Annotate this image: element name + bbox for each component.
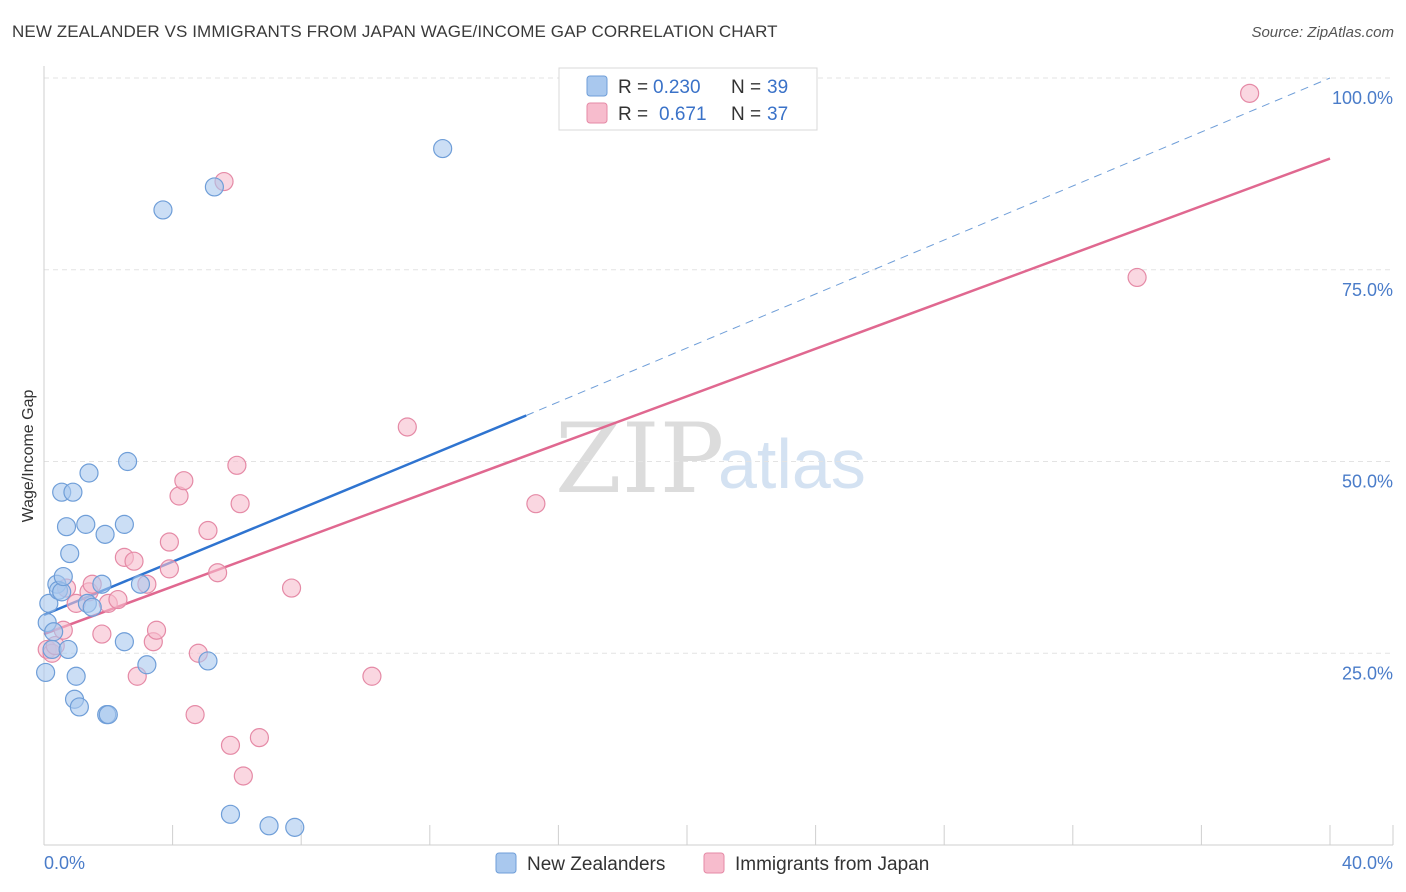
point-immigrants-japan <box>108 589 128 610</box>
y-tick-label: 25.0% <box>1342 663 1393 683</box>
point-new-zealanders <box>92 574 112 594</box>
point-new-zealanders <box>137 655 157 675</box>
point-new-zealanders <box>153 200 173 220</box>
legend-n-value: 37 <box>767 104 788 125</box>
point-new-zealanders <box>285 817 305 837</box>
point-immigrants-japan <box>249 728 270 748</box>
point-new-zealanders <box>130 574 151 594</box>
y-tick-labels: 25.0% 50.0% 75.0% 100.0% <box>1332 88 1393 683</box>
x-tick-labels: 0.0% 40.0% <box>44 853 1393 873</box>
point-immigrants-japan <box>397 417 417 437</box>
point-immigrants-japan <box>146 620 167 640</box>
correlation-legend: R = 0.230 N = 39 R = 0.671 N = 37 <box>558 67 818 131</box>
point-new-zealanders <box>42 639 62 660</box>
watermark-zip: ZIP <box>555 403 724 515</box>
point-new-zealanders <box>63 482 83 502</box>
point-immigrants-japan <box>230 494 250 514</box>
trend-line-extension-new-zealanders <box>526 77 1331 416</box>
point-new-zealanders <box>66 666 86 686</box>
series-legend: New Zealanders Immigrants from Japan <box>495 852 929 875</box>
y-axis-label: Wage/Income Gap <box>20 390 37 523</box>
trend-lines <box>43 77 1331 636</box>
legend-swatch-immigrants-japan <box>586 102 608 124</box>
point-new-zealanders <box>259 816 279 836</box>
series-legend-swatch-new-zealanders <box>495 852 517 874</box>
point-new-zealanders <box>76 514 96 534</box>
trend-line-new-zealanders <box>43 414 527 617</box>
source-credit: Source: ZipAtlas.com <box>1251 24 1394 41</box>
x-tick-label: 40.0% <box>1342 853 1393 873</box>
data-points <box>36 83 1260 837</box>
point-new-zealanders <box>114 514 134 534</box>
point-immigrants-japan <box>159 532 179 552</box>
legend-n-value: 39 <box>767 77 788 98</box>
point-new-zealanders <box>53 566 73 587</box>
y-tick-label: 50.0% <box>1342 472 1393 492</box>
x-tick-label: 0.0% <box>44 853 85 873</box>
point-immigrants-japan <box>1240 83 1260 103</box>
point-new-zealanders <box>60 543 80 564</box>
point-new-zealanders <box>44 622 64 642</box>
legend-n-label: N = <box>731 104 761 125</box>
point-new-zealanders <box>82 597 102 617</box>
point-immigrants-japan <box>92 624 112 644</box>
trend-line-immigrants-japan <box>43 157 1331 636</box>
point-immigrants-japan <box>362 666 382 686</box>
series-legend-swatch-immigrants-japan <box>703 852 725 874</box>
series-legend-label: New Zealanders <box>527 854 665 875</box>
legend-r-label: R = <box>618 104 648 125</box>
point-immigrants-japan <box>227 455 247 475</box>
point-new-zealanders <box>69 697 89 717</box>
y-tick-label: 75.0% <box>1342 280 1393 300</box>
point-immigrants-japan <box>220 735 241 755</box>
point-immigrants-japan <box>124 551 144 571</box>
point-immigrants-japan <box>198 520 218 541</box>
point-new-zealanders <box>36 662 56 683</box>
y-tick-label: 100.0% <box>1332 88 1393 108</box>
point-new-zealanders <box>56 517 77 537</box>
legend-r-value: 0.671 <box>659 104 707 125</box>
legend-n-label: N = <box>731 77 761 98</box>
point-immigrants-japan <box>208 563 228 583</box>
point-immigrants-japan <box>281 578 302 598</box>
point-new-zealanders <box>39 593 59 613</box>
point-immigrants-japan <box>233 766 253 786</box>
legend-r-label: R = <box>618 77 648 98</box>
axes <box>43 66 1394 846</box>
point-new-zealanders <box>117 451 138 472</box>
point-new-zealanders <box>198 651 218 671</box>
point-new-zealanders <box>79 463 99 483</box>
point-new-zealanders <box>204 177 224 197</box>
gridlines <box>44 77 1393 654</box>
point-new-zealanders <box>433 138 453 159</box>
point-new-zealanders <box>98 705 118 725</box>
point-immigrants-japan <box>174 471 194 491</box>
point-immigrants-japan <box>1127 267 1147 288</box>
chart-title: NEW ZEALANDER VS IMMIGRANTS FROM JAPAN W… <box>12 22 778 41</box>
point-new-zealanders <box>95 524 115 544</box>
watermark-atlas: atlas <box>718 425 866 503</box>
point-immigrants-japan <box>159 559 179 579</box>
point-immigrants-japan <box>526 494 546 514</box>
point-new-zealanders <box>58 639 78 660</box>
legend-swatch-new-zealanders <box>586 75 608 97</box>
point-new-zealanders <box>220 804 241 824</box>
legend-r-value: 0.230 <box>653 77 701 98</box>
point-immigrants-japan <box>185 705 205 725</box>
series-legend-label: Immigrants from Japan <box>735 854 929 875</box>
point-new-zealanders <box>114 632 134 652</box>
